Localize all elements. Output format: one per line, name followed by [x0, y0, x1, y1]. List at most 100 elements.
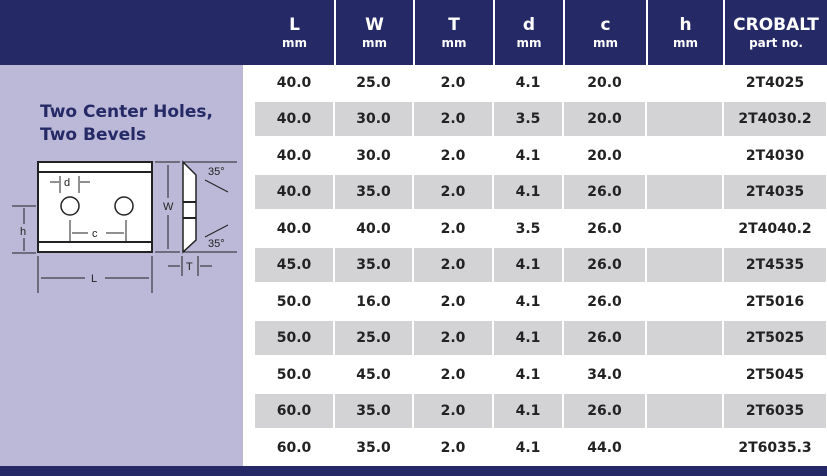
- label-T: T: [186, 261, 193, 273]
- label-d: d: [64, 177, 70, 189]
- cell-t: 2.0: [414, 248, 492, 283]
- table-row: 50.0 25.0 2.0 4.1 26.0 2T5025: [255, 321, 827, 357]
- cell-t: 2.0: [414, 175, 492, 210]
- cell-c: 20.0: [564, 102, 645, 137]
- cell-w: 16.0: [356, 293, 391, 310]
- cell-crobalt: 2T4535: [724, 248, 826, 283]
- cell-d: 3.5: [494, 102, 562, 137]
- cell-crobalt: 2T6035.3: [738, 439, 812, 456]
- table-row: 45.0 35.0 2.0 4.1 26.0 2T4535: [255, 248, 827, 284]
- cell-t: 2.0: [440, 293, 466, 310]
- cell-w: 25.0: [335, 321, 412, 356]
- cell-c: 26.0: [587, 220, 622, 237]
- cell-w: 30.0: [335, 102, 412, 137]
- cell-h: [647, 394, 722, 429]
- column-name: d: [522, 15, 536, 35]
- cell-d: 4.1: [494, 394, 562, 429]
- cell-c: 34.0: [587, 366, 622, 383]
- title-line-2: Two Bevels: [40, 125, 147, 145]
- table-row: 40.0 25.0 2.0 4.1 20.0 2T4025: [255, 66, 827, 102]
- label-h: h: [20, 226, 26, 238]
- table-row: 40.0 35.0 2.0 4.1 26.0 2T4035: [255, 175, 827, 211]
- cell-crobalt: 2T4030: [745, 147, 805, 164]
- table-row: 50.0 16.0 2.0 4.1 26.0 2T5016: [255, 285, 827, 321]
- label-angle-bottom: 35°: [208, 238, 225, 250]
- table-row: 60.0 35.0 2.0 4.1 26.0 2T6035: [255, 394, 827, 430]
- cell-d: 4.1: [494, 321, 562, 356]
- cell-w: 30.0: [356, 147, 391, 164]
- column-name: W: [365, 15, 384, 35]
- cell-h: [647, 248, 722, 283]
- column-name: c: [600, 15, 611, 35]
- cell-crobalt: 2T5016: [745, 293, 805, 310]
- table-row: 40.0 30.0 2.0 3.5 20.0 2T4030.2: [255, 102, 827, 138]
- cell-t: 2.0: [414, 321, 492, 356]
- cell-l: 40.0: [276, 75, 312, 91]
- column-header-d: d mm: [493, 0, 563, 65]
- cell-crobalt: 2T5025: [724, 321, 826, 356]
- cell-l: 50.0: [276, 366, 312, 383]
- cell-l: 40.0: [276, 220, 312, 237]
- cell-crobalt: 2T4030.2: [724, 102, 826, 137]
- cell-h: [647, 321, 722, 356]
- cell-t: 2.0: [414, 102, 492, 137]
- column-unit: mm: [281, 36, 307, 50]
- cell-l: 50.0: [276, 293, 312, 310]
- cell-c: 26.0: [564, 321, 645, 356]
- column-unit: mm: [592, 36, 618, 50]
- knife-dimension-diagram: d c h L W T 35° 35°: [12, 160, 237, 293]
- table-row: 50.0 45.0 2.0 4.1 34.0 2T5045: [255, 358, 827, 394]
- cell-c: 20.0: [587, 147, 622, 164]
- title-line-1: Two Center Holes,: [40, 102, 213, 122]
- column-unit: mm: [361, 36, 387, 50]
- cell-c: 26.0: [564, 175, 645, 210]
- cell-d: 4.1: [515, 439, 541, 456]
- cell-l: 40.0: [255, 102, 333, 137]
- cell-crobalt: 2T4035: [724, 175, 826, 210]
- cell-c: 26.0: [564, 248, 645, 283]
- table-row: 40.0 30.0 2.0 4.1 20.0 2T4030: [255, 139, 827, 175]
- cell-d: 4.1: [515, 366, 541, 383]
- column-header-crobalt: CROBALT part no.: [723, 0, 827, 65]
- cell-w: 35.0: [335, 248, 412, 283]
- cell-crobalt: 2T4025: [745, 75, 805, 91]
- cell-l: 50.0: [255, 321, 333, 356]
- cell-d: 4.1: [494, 175, 562, 210]
- column-name: CROBALT: [733, 15, 819, 35]
- cell-h: [647, 139, 722, 173]
- label-W: W: [163, 201, 174, 213]
- cell-t: 2.0: [414, 394, 492, 429]
- cell-w: 25.0: [356, 75, 391, 91]
- cell-d: 3.5: [515, 220, 541, 237]
- cell-c: 20.0: [587, 75, 622, 91]
- label-angle-top: 35°: [208, 166, 225, 178]
- cell-c: 26.0: [587, 293, 622, 310]
- cell-w: 45.0: [356, 366, 391, 383]
- cell-crobalt: 2T5045: [745, 366, 805, 383]
- column-header-c: c mm: [563, 0, 646, 65]
- cell-w: 40.0: [356, 220, 391, 237]
- cell-d: 4.1: [515, 75, 541, 91]
- cell-h: [647, 358, 722, 392]
- cell-d: 4.1: [494, 248, 562, 283]
- table-row: 60.0 35.0 2.0 4.1 44.0 2T6035.3: [255, 431, 827, 467]
- cell-t: 2.0: [440, 366, 466, 383]
- cell-t: 2.0: [440, 147, 466, 164]
- column-unit: mm: [516, 36, 542, 50]
- column-name: L: [289, 15, 300, 35]
- footer-bar: [0, 466, 827, 476]
- cell-l: 60.0: [255, 394, 333, 429]
- cell-c: 26.0: [564, 394, 645, 429]
- cell-d: 4.1: [515, 147, 541, 164]
- cell-d: 4.1: [515, 293, 541, 310]
- cell-l: 60.0: [276, 439, 312, 456]
- cell-l: 45.0: [255, 248, 333, 283]
- product-title: Two Center Holes, Two Bevels: [40, 101, 213, 147]
- label-c: c: [92, 228, 98, 240]
- column-unit: mm: [672, 36, 698, 50]
- cell-w: 35.0: [335, 175, 412, 210]
